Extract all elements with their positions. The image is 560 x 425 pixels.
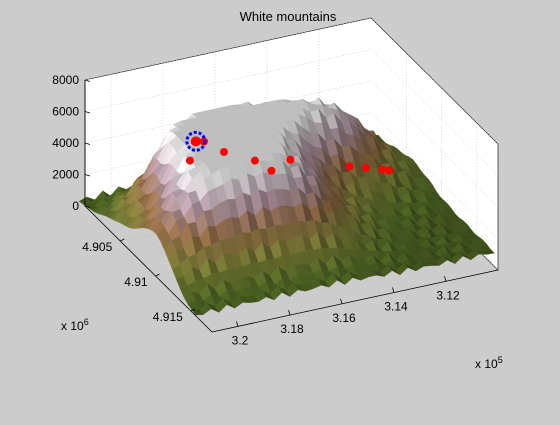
x-tick-label: 3.2	[232, 333, 249, 347]
z-tick-label: 2000	[52, 168, 79, 182]
z-tick-label: 6000	[52, 105, 79, 119]
y-tick-label: 4.905	[82, 240, 112, 254]
highlight-marker-center	[191, 136, 201, 146]
y-tick-mark	[120, 239, 124, 241]
z-tick-label: 0	[72, 199, 79, 213]
red-marker-1	[186, 157, 194, 165]
red-marker-7	[345, 163, 353, 171]
z-tick-label: 8000	[52, 73, 79, 87]
y-tick-mark	[156, 274, 160, 276]
red-marker-6	[286, 156, 294, 164]
y-tick-label: 4.91	[124, 275, 148, 289]
x-axis-multiplier: x 105	[475, 355, 503, 371]
chart-title: White mountains	[240, 9, 337, 24]
x-tick-label: 3.18	[280, 322, 304, 336]
red-marker-8	[362, 164, 370, 172]
x-tick-label: 3.16	[332, 311, 356, 325]
x-tick-label: 3.14	[384, 300, 408, 314]
red-marker-5	[267, 167, 275, 175]
z-tick-label: 4000	[52, 136, 79, 150]
x-tick-label: 3.12	[436, 288, 460, 302]
y-tick-label: 4.915	[153, 310, 183, 324]
red-marker-3	[220, 148, 228, 156]
y-axis-multiplier: x 106	[61, 317, 89, 333]
red-marker-4	[251, 157, 259, 165]
red-marker-10	[385, 167, 393, 175]
